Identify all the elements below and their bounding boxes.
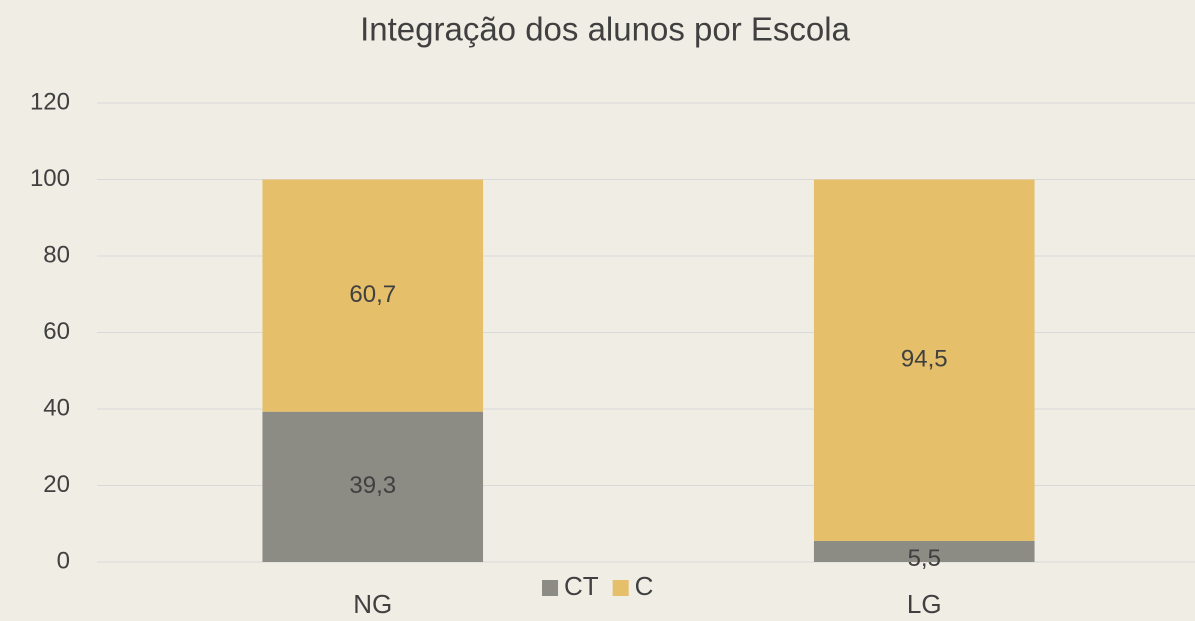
data-label: 5,5: [908, 545, 941, 572]
x-tick-label: LG: [907, 589, 942, 619]
bar-segment: [262, 411, 484, 562]
data-label: 94,5: [901, 346, 948, 373]
y-tick-label: 20: [43, 471, 70, 498]
bar-segment: [813, 540, 1035, 562]
legend-swatch: [612, 580, 629, 596]
x-tick-label: NG: [353, 589, 392, 619]
y-tick-label: 100: [30, 165, 70, 192]
legend-label: CT: [564, 571, 599, 601]
legend-label: C: [635, 571, 654, 601]
chart-title: Integração dos alunos por Escola: [360, 11, 850, 48]
data-label: 60,7: [349, 281, 396, 308]
y-tick-label: 120: [30, 88, 70, 115]
y-tick-label: 80: [43, 241, 70, 268]
y-tick-label: 0: [57, 547, 70, 574]
y-tick-label: 60: [43, 318, 70, 345]
bar-segment: [262, 179, 484, 412]
y-tick-label: 40: [43, 394, 70, 421]
data-label: 39,3: [349, 472, 396, 499]
bar-segment: [813, 179, 1035, 541]
legend-swatch: [542, 580, 558, 596]
